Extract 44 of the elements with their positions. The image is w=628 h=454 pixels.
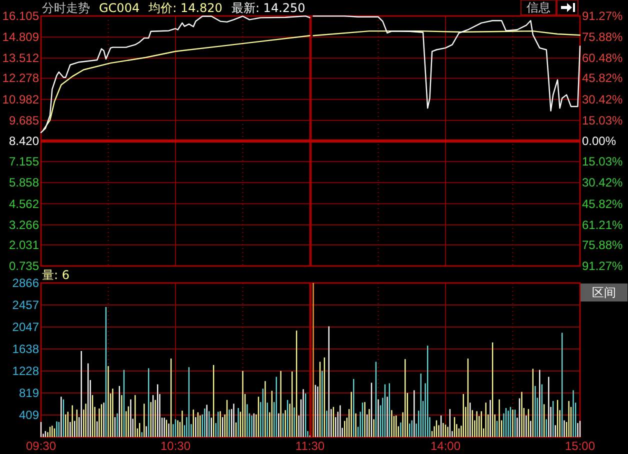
- y-tick-label: 3.266: [8, 218, 40, 232]
- y-tick-label: 14.809: [2, 30, 40, 44]
- y2-tick-label: 45.82%: [582, 71, 624, 86]
- y-tick-label: 409: [18, 408, 40, 422]
- button: 信息: [520, 0, 556, 16]
- y-tick-label: 5.858: [8, 176, 40, 190]
- y2-tick-label: 91.27%: [582, 9, 624, 23]
- y2-tick-label: 75.88%: [582, 238, 624, 252]
- y-tick-label: 7.155: [8, 154, 40, 169]
- y-tick-label: 2866: [12, 276, 40, 290]
- x-tick-label: 09:30: [26, 439, 56, 453]
- y-tick-label: 12.278: [2, 71, 40, 86]
- y-tick-label: 1228: [12, 364, 40, 378]
- button: 区间: [580, 284, 628, 302]
- y2-tick-label: 45.82%: [582, 196, 624, 211]
- y2-tick-label: 60.48%: [582, 51, 624, 66]
- y-tick-label: 819: [18, 386, 40, 400]
- y2-tick-label: 75.88%: [582, 30, 624, 44]
- y-tick-label: 2047: [12, 320, 40, 334]
- y2-tick-label: 15.03%: [582, 154, 624, 169]
- y-tick-label: 13.512: [2, 51, 40, 66]
- y-tick-label: 1638: [12, 342, 40, 356]
- legend: 均价: 14.820 最新: 14.250: [148, 1, 306, 15]
- y2-tick-label: 0.00%: [582, 134, 616, 148]
- y-tick-label: 10.982: [2, 92, 40, 106]
- y2-tick-label: 30.42%: [582, 92, 624, 106]
- chart-title: 分时走势: [42, 1, 90, 15]
- y-tick-label: 2.031: [8, 238, 40, 252]
- y-tick-label: 0.735: [8, 259, 40, 273]
- y2-tick-label: 30.42%: [582, 176, 624, 190]
- chart-title: 量: 6: [42, 268, 70, 282]
- y2-tick-label: 61.21%: [582, 218, 624, 232]
- x-tick-label: 10:30: [160, 439, 191, 453]
- x-tick-label: 11:30: [295, 439, 325, 453]
- chart-subtitle: GC004: [99, 1, 140, 15]
- x-tick-label: 14:00: [430, 439, 461, 453]
- y-tick-label: 4.562: [8, 196, 40, 211]
- y-tick-label: 16.105: [2, 9, 40, 23]
- y-tick-label: 9.685: [8, 113, 40, 128]
- y-tick-label: 2457: [12, 298, 40, 312]
- x-tick-label: 15:00: [564, 439, 596, 453]
- y2-tick-label: 91.27%: [582, 259, 624, 273]
- y-tick-label: 8.420: [8, 134, 40, 148]
- y2-tick-label: 15.03%: [582, 113, 624, 128]
